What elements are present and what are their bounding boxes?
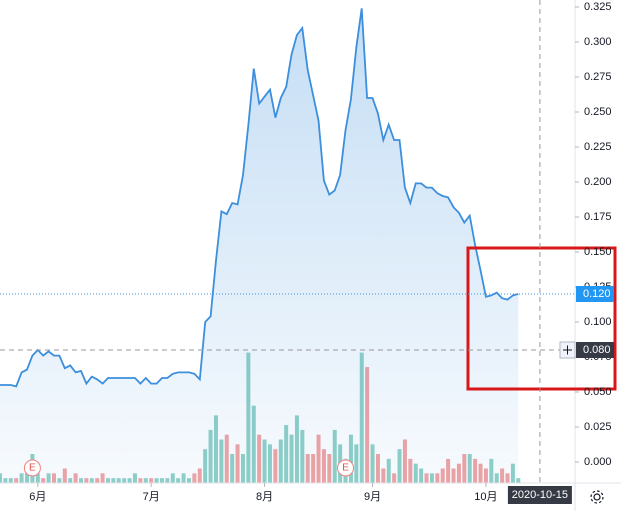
- y-tick-label: 0.325: [584, 1, 612, 13]
- last-price-label: 0.120: [583, 288, 611, 300]
- y-tick-label: 0.050: [584, 386, 612, 398]
- y-tick-label: 0.025: [584, 421, 612, 433]
- price-line: [0, 8, 519, 388]
- x-tick-label: 8月: [256, 491, 273, 503]
- crosshair-date-label: 2020-10-15: [512, 489, 568, 501]
- y-tick-label: 0.300: [584, 36, 612, 48]
- y-tick-label: 0.100: [584, 316, 612, 328]
- price-area: [0, 8, 519, 484]
- crosshair-price-tag: [576, 342, 614, 358]
- crosshair-plus-icon: [563, 345, 572, 355]
- y-tick-label: 0.175: [584, 211, 612, 223]
- earnings-label: E: [342, 463, 349, 474]
- crosshair-price-label: 0.080: [583, 344, 611, 356]
- plot-area: [0, 8, 521, 484]
- y-tick-label: 0.000: [584, 456, 612, 468]
- highlight-box: [466, 246, 617, 391]
- volume-bar: [516, 478, 521, 483]
- settings-icon[interactable]: [590, 490, 604, 504]
- earnings-label: E: [29, 463, 36, 474]
- earnings-marker: [23, 459, 41, 477]
- x-tick-label: 10月: [474, 491, 497, 503]
- y-tick-label: 0.275: [584, 71, 612, 83]
- x-tick-label: 6月: [29, 491, 46, 503]
- x-tick-label: 7月: [143, 491, 160, 503]
- y-tick-label: 0.250: [584, 106, 612, 118]
- y-tick-label: 0.150: [584, 246, 612, 258]
- last-price-tag: [576, 286, 614, 302]
- earnings-marker: [337, 459, 355, 477]
- y-tick-label: 0.200: [584, 176, 612, 188]
- crosshair-date-tag: [507, 486, 572, 504]
- x-tick-label: 9月: [364, 491, 381, 503]
- y-tick-label: 0.225: [584, 141, 612, 153]
